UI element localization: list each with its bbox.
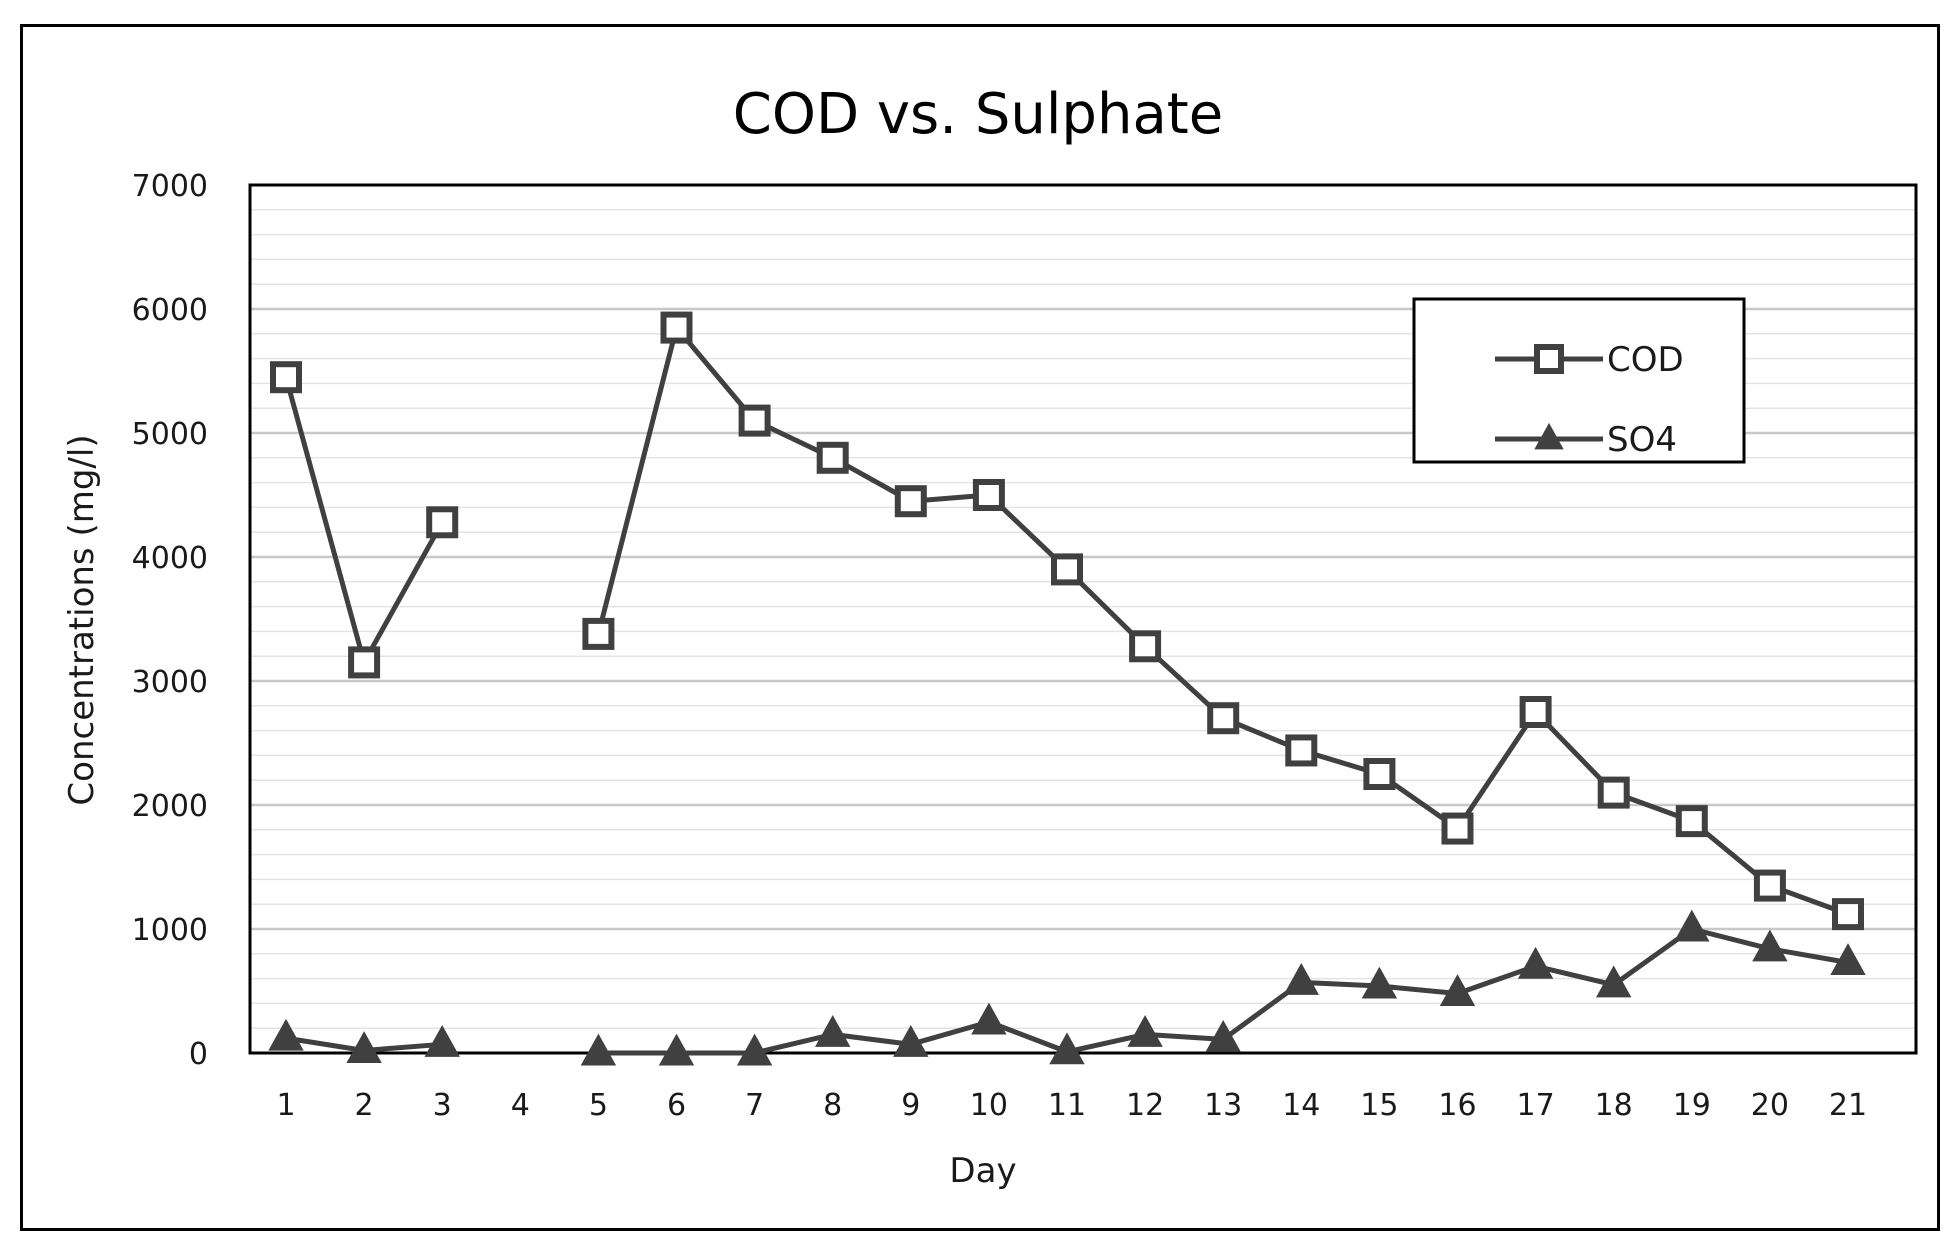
data-point-cod [1832, 898, 1864, 931]
data-point-so4 [1361, 966, 1398, 999]
data-point-cod [270, 361, 302, 394]
x-tick-label: 1 [276, 1088, 295, 1123]
legend-label-so4: SO4 [1607, 420, 1677, 460]
cod-vs-sulphate-chart: COD vs. Sulphate 01000200030004000500060… [62, 82, 1918, 1191]
data-point-cod [582, 617, 615, 650]
data-point-so4 [736, 1033, 773, 1066]
data-point-cod [426, 506, 459, 539]
data-point-cod [1363, 758, 1396, 790]
x-tick-label: 18 [1595, 1088, 1633, 1123]
data-point-so4 [1049, 1032, 1085, 1065]
data-point-so4 [1283, 962, 1319, 995]
y-tick-label: 3000 [132, 665, 208, 700]
x-tick-label: 2 [355, 1088, 374, 1123]
x-axis-ticks: 1 2 3 4 5 6 7 8 9 10 11 12 13 14 15 16 17 18 19 20 21 [276, 1088, 1867, 1123]
data-point-so4 [658, 1033, 695, 1066]
data-point-so4 [268, 1018, 304, 1051]
series-so4 [268, 909, 1866, 1066]
x-tick-label: 21 [1829, 1088, 1867, 1123]
data-point-cod [1675, 805, 1708, 838]
plot-area [248, 183, 1918, 1055]
x-tick-label: 16 [1438, 1088, 1476, 1123]
legend-label-cod: COD [1607, 340, 1684, 380]
data-point-cod [894, 485, 927, 518]
x-tick-label: 13 [1204, 1088, 1242, 1123]
data-point-cod [1597, 776, 1630, 809]
x-tick-label: 6 [667, 1088, 686, 1123]
data-point-cod [816, 441, 849, 474]
y-tick-label: 2000 [132, 789, 208, 824]
data-point-so4 [1205, 1020, 1241, 1052]
y-tick-label: 5000 [132, 417, 208, 452]
series-cod [270, 311, 1864, 931]
x-axis-title: Day [949, 1151, 1016, 1191]
y-tick-label: 0 [189, 1037, 208, 1072]
x-tick-label: 12 [1126, 1088, 1164, 1123]
y-tick-label: 6000 [132, 293, 208, 328]
data-point-cod [1129, 630, 1162, 663]
y-tick-label: 7000 [132, 169, 208, 204]
y-axis-ticks: 0 1000 2000 3000 4000 5000 6000 7000 [132, 169, 208, 1072]
x-tick-label: 10 [970, 1088, 1008, 1123]
data-point-so4 [1752, 929, 1788, 962]
data-point-so4 [1830, 943, 1866, 975]
data-point-so4 [815, 1015, 851, 1047]
series-layer [268, 311, 1866, 1066]
data-point-cod [1285, 734, 1318, 767]
data-point-so4 [580, 1033, 617, 1066]
data-point-so4 [1596, 965, 1632, 998]
data-point-cod [348, 646, 381, 679]
data-point-cod [1207, 702, 1240, 735]
data-point-cod [1519, 696, 1552, 728]
legend-marker-cod [1534, 344, 1564, 374]
x-tick-label: 19 [1673, 1088, 1711, 1123]
data-point-so4 [1674, 909, 1710, 942]
data-point-cod [972, 479, 1005, 511]
data-point-so4 [893, 1024, 929, 1057]
data-point-so4 [1517, 946, 1554, 979]
x-tick-label: 5 [589, 1088, 608, 1123]
y-axis-title: Concentrations (mg/l) [62, 434, 102, 805]
x-tick-label: 15 [1360, 1088, 1398, 1123]
legend-box [1412, 297, 1746, 464]
data-point-cod [1753, 869, 1786, 902]
legend: COD SO4 [1412, 297, 1746, 464]
data-point-so4 [1127, 1015, 1163, 1047]
x-tick-label: 20 [1751, 1088, 1789, 1123]
data-point-cod [1441, 812, 1474, 845]
data-point-cod [1051, 553, 1083, 586]
data-point-so4 [424, 1024, 460, 1057]
x-tick-label: 14 [1282, 1088, 1320, 1123]
x-tick-label: 3 [433, 1088, 452, 1123]
x-tick-label: 4 [511, 1088, 530, 1123]
y-tick-label: 4000 [132, 541, 208, 576]
x-tick-label: 7 [745, 1088, 764, 1123]
data-point-so4 [971, 1002, 1007, 1035]
legend-entry-so4: SO4 [1495, 420, 1677, 460]
legend-entry-cod: COD [1495, 340, 1684, 380]
data-point-so4 [346, 1031, 382, 1064]
legend-marker-so4 [1534, 422, 1564, 450]
data-point-cod [738, 404, 771, 437]
chart-title: COD vs. Sulphate [733, 82, 1223, 147]
y-tick-label: 1000 [132, 913, 208, 948]
chart-frame: COD vs. Sulphate 0 1000 2000 3000 4000 5000 60… [20, 24, 1940, 1231]
x-tick-label: 8 [823, 1088, 842, 1123]
data-point-so4 [1439, 974, 1476, 1006]
x-tick-label: 9 [901, 1088, 920, 1123]
series-line-cod [283, 376, 445, 665]
data-point-cod [660, 311, 693, 344]
x-tick-label: 17 [1517, 1088, 1555, 1123]
x-tick-label: 11 [1048, 1088, 1086, 1123]
